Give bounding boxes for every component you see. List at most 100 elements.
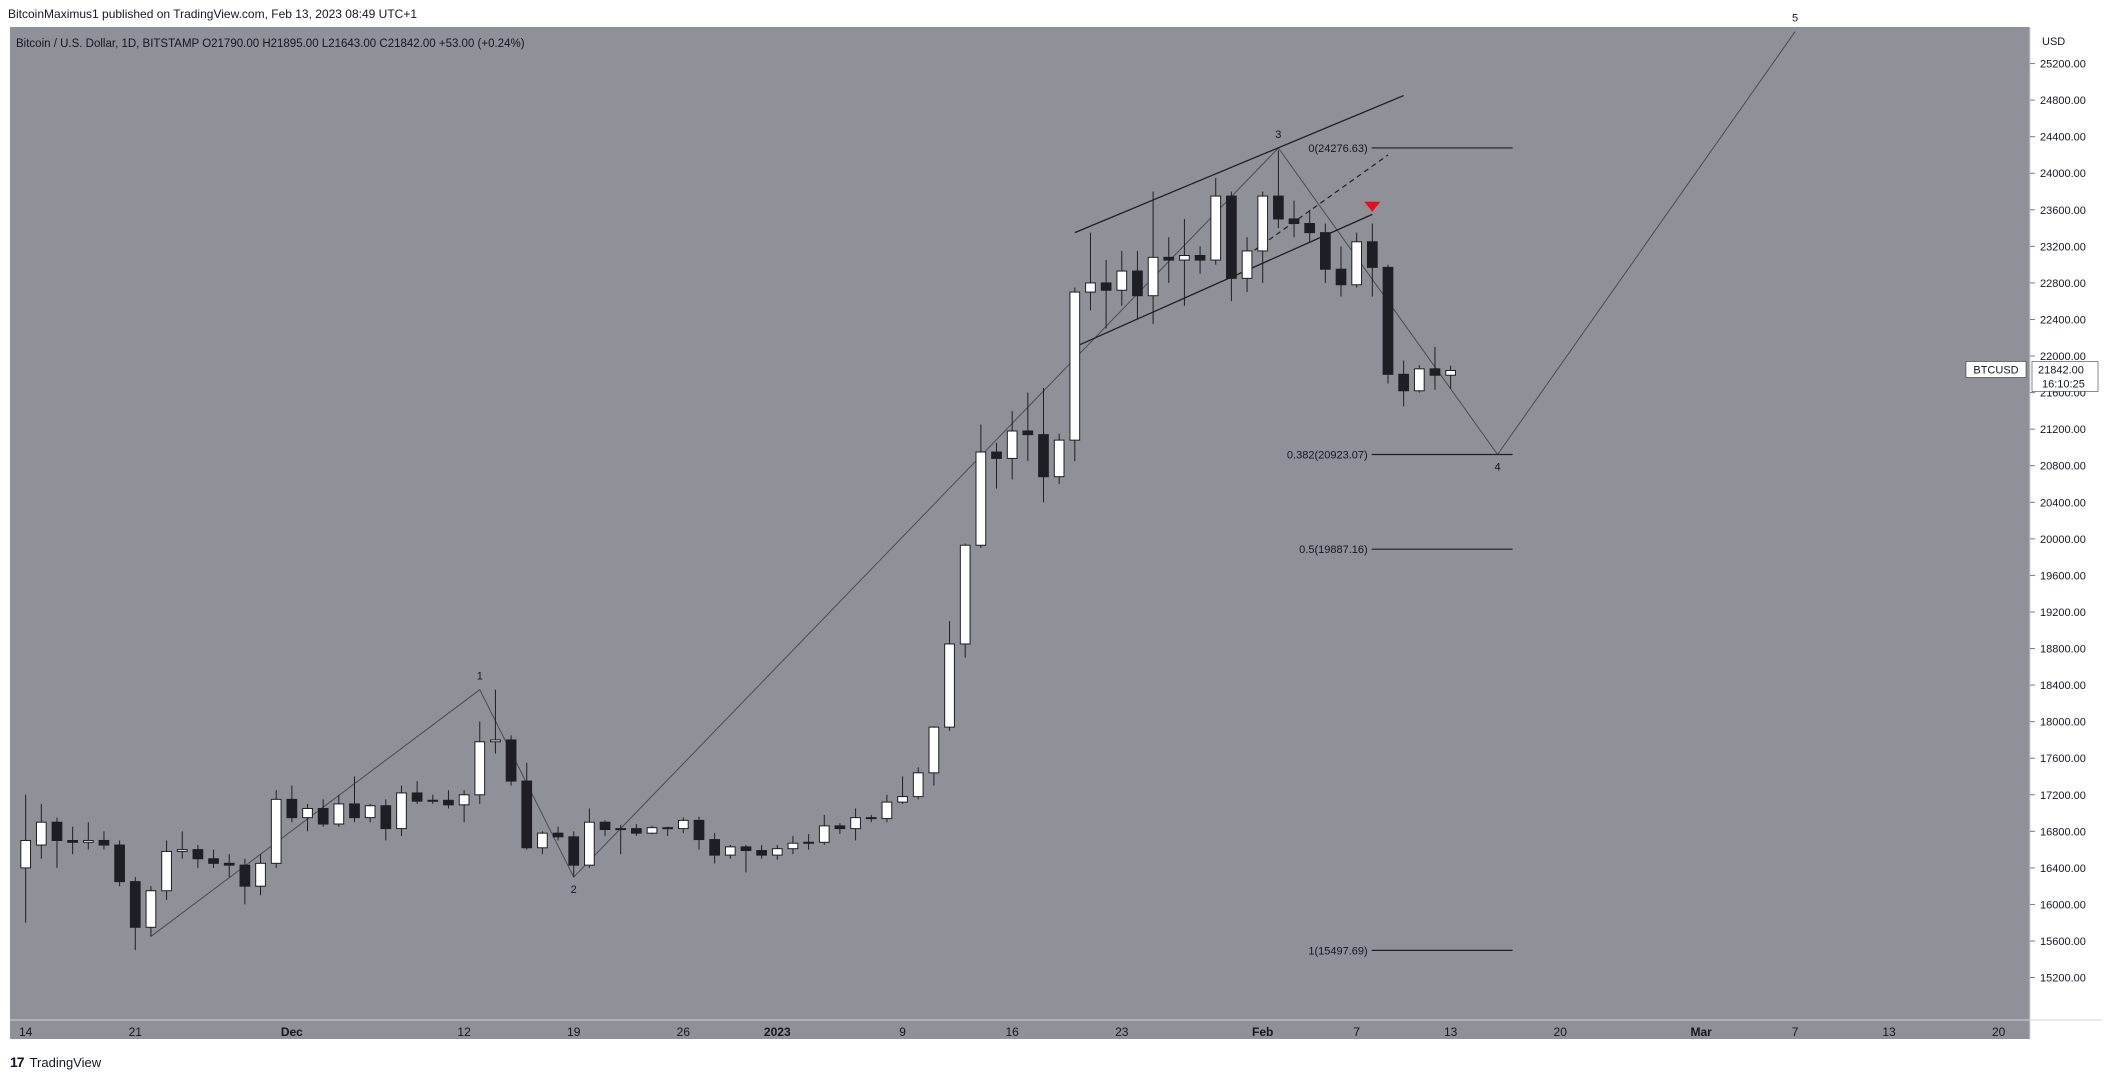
candle-body [192, 849, 204, 860]
x-tick-label: Dec [281, 1025, 303, 1039]
candle-body [35, 821, 47, 846]
candle-body [51, 821, 63, 841]
candle-body [881, 801, 893, 820]
publisher-header: BitcoinMaximus1 published on TradingView… [8, 4, 417, 24]
candle-body [317, 807, 329, 825]
candle-body [98, 839, 110, 846]
x-tick-label: 14 [19, 1025, 33, 1039]
candle-body [662, 827, 674, 830]
y-tick-label: 20400.00 [2040, 497, 2086, 509]
y-tick-label: 22000.00 [2040, 351, 2086, 363]
candle-body [1006, 430, 1018, 459]
candle-body [740, 846, 752, 852]
fib-level-label: 1(15497.69) [1308, 945, 1367, 957]
candle-body [1116, 270, 1128, 291]
candle-body [724, 846, 736, 856]
footer-brand[interactable]: TradingView [29, 1054, 102, 1070]
candle-body [1147, 256, 1159, 297]
candle-body [1429, 368, 1441, 376]
candle-body [286, 798, 298, 819]
candle-body [991, 451, 1002, 459]
candle-body [1085, 282, 1096, 293]
y-tick-label: 24800.00 [2040, 95, 2086, 107]
candle-body [552, 832, 564, 838]
x-tick-label: 2023 [764, 1025, 791, 1039]
candle-body [1413, 368, 1425, 392]
candle-body [1366, 241, 1378, 268]
elliott-wave-path [150, 31, 1796, 937]
candle-body [411, 792, 423, 802]
x-tick-label: 9 [899, 1025, 906, 1039]
candle-body [20, 839, 32, 869]
candle-body [1022, 430, 1034, 436]
candle-body [1053, 439, 1065, 478]
candle-body [427, 799, 439, 802]
y-tick-label: 16800.00 [2040, 826, 2086, 838]
wave-label: 4 [1495, 461, 1501, 473]
candle-body [818, 825, 830, 843]
y-tick-label: 23600.00 [2040, 205, 2086, 217]
candle-body [67, 839, 78, 843]
candle-body [176, 849, 188, 852]
candle-body [1445, 369, 1456, 376]
candle-body [1100, 282, 1112, 291]
candle-body [944, 643, 955, 728]
candle-body [145, 890, 157, 928]
x-tick-label: 23 [1115, 1025, 1129, 1039]
candle-body [646, 827, 658, 834]
publisher-line: BitcoinMaximus1 published on TradingView… [8, 7, 418, 21]
x-tick-label: Feb [1252, 1025, 1273, 1039]
y-tick-label: 24000.00 [2040, 168, 2086, 180]
candle-body [161, 850, 172, 892]
candle-body [1398, 373, 1409, 392]
symbol-tag-label: BTCUSD [1973, 364, 2018, 376]
tradingview-logo-icon[interactable]: 17 [10, 1054, 25, 1070]
candle-body [129, 881, 141, 928]
wave-label: 1 [477, 671, 483, 683]
x-tick-label: 16 [1005, 1025, 1019, 1039]
candle-body [537, 832, 548, 849]
candle-body [474, 741, 486, 796]
x-tick-label: 19 [567, 1025, 581, 1039]
y-tick-label: 22400.00 [2040, 314, 2086, 326]
last-price-tag [2031, 361, 2099, 392]
fib-level-label: 0.382(20923.07) [1287, 449, 1368, 461]
candle-body [302, 807, 313, 819]
y-axis-unit: USD [2042, 36, 2065, 48]
candle-body [223, 862, 235, 866]
x-tick-label: 13 [1444, 1025, 1458, 1039]
y-tick-label: 22800.00 [2040, 278, 2086, 290]
x-tick-label: 26 [677, 1025, 691, 1039]
y-tick-label: 16000.00 [2040, 899, 2086, 911]
candle-body [771, 848, 783, 856]
y-tick-label: 19200.00 [2040, 607, 2086, 619]
candle-body [1069, 291, 1081, 441]
candle-body [443, 799, 454, 806]
wave-label: 2 [571, 884, 577, 896]
candle-body [615, 828, 627, 831]
candle-body [803, 841, 814, 844]
candle-body [396, 792, 407, 830]
candle-body [709, 839, 721, 856]
y-tick-label: 18000.00 [2040, 717, 2086, 729]
footer: 17 TradingView [10, 1053, 101, 1071]
candle-body [208, 858, 219, 864]
x-tick-label: 12 [457, 1025, 471, 1039]
candle-body [458, 794, 470, 806]
candle-body [631, 828, 642, 834]
candle-body [568, 836, 580, 866]
candle-body [865, 817, 877, 820]
candle-body [1257, 195, 1269, 252]
y-tick-label: 15200.00 [2040, 973, 2086, 985]
candle-body [1038, 434, 1049, 478]
candle-body [928, 726, 940, 774]
y-tick-label: 25200.00 [2040, 59, 2086, 71]
x-tick-label: 20 [1992, 1025, 2006, 1039]
candle-body [364, 805, 376, 819]
candle-body [677, 819, 689, 830]
y-tick-label: 15600.00 [2040, 936, 2086, 948]
candle-body [1226, 195, 1237, 279]
y-tick-label: 19600.00 [2040, 570, 2086, 582]
y-tick-label: 23200.00 [2040, 241, 2086, 253]
